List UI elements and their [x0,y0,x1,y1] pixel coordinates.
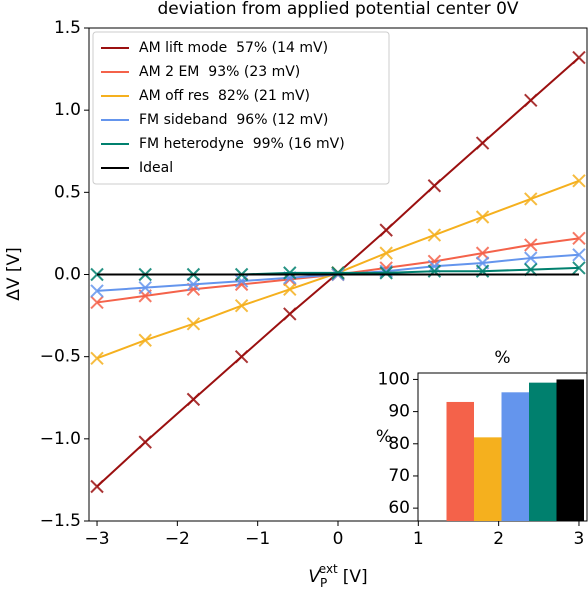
bar [446,401,474,521]
y-axis-label: ΔV [V] [4,247,24,301]
marker [283,282,297,296]
chart-title: deviation from applied potential center … [157,0,518,19]
x-label-sup: ext [319,562,338,576]
x-axis-label: VPext [V] [308,562,367,590]
legend-label: Ideal [139,160,173,176]
legend-label: AM off res 82% (21 mV) [139,88,310,104]
marker [90,284,104,298]
marker [572,231,586,246]
y-tick-label: 100 [378,369,410,389]
y-tick-label: 0.5 [54,182,81,202]
marker [524,251,538,265]
y-tick-label: −1.5 [40,511,81,531]
marker [475,246,490,260]
marker [427,179,442,193]
marker [90,295,104,310]
x-tick-label: −3 [85,529,110,549]
legend-box [92,31,390,185]
marker [524,192,538,206]
bar [556,379,584,521]
marker [331,266,345,280]
x-tick-label: −1 [245,529,270,549]
bar [474,437,502,521]
inset-title: % [494,348,510,368]
marker [475,210,490,224]
legend-label: FM sideband 96% (12 mV) [139,112,328,128]
legend-label: AM lift mode 57% (14 mV) [139,40,328,56]
marker [234,299,249,313]
marker [138,280,152,295]
y-tick-label: 80 [388,434,410,454]
y-tick-label: 60 [388,498,410,518]
y-tick-label: 0.0 [54,265,81,285]
marker [186,277,201,292]
y-tick-label: 1.5 [54,18,81,38]
marker [379,223,393,237]
x-tick-label: 1 [413,529,424,549]
marker [138,435,152,449]
marker [90,351,104,366]
marker [186,392,201,407]
marker [283,266,297,280]
x-tick-label: 0 [333,529,344,549]
marker [379,266,393,280]
marker [234,349,249,364]
x-label-symbol: V [308,567,321,587]
bar [501,392,529,521]
marker [572,50,586,65]
legend-label: FM heterodyne 99% (16 mV) [139,136,345,152]
y-tick-label: −1.0 [40,429,81,449]
y-tick-label: 90 [388,402,410,422]
x-tick-label: −2 [165,529,190,549]
y-tick-label: 70 [388,466,410,486]
marker [572,174,586,188]
x-tick-label: 2 [493,529,504,549]
bar [529,382,557,521]
x-tick-label: 3 [574,529,585,549]
marker [379,246,393,260]
marker [524,93,538,108]
marker [186,317,201,331]
marker [138,333,152,347]
x-label-sub: P [320,576,327,590]
marker [475,136,490,150]
x-label-unit: [V] [343,567,368,587]
y-tick-label: 1.0 [54,100,81,120]
marker [427,228,442,242]
marker [572,261,586,275]
legend-label: AM 2 EM 93% (23 mV) [139,64,300,80]
marker [283,307,297,321]
marker [572,248,586,262]
plot-area [90,50,586,494]
marker [90,479,104,494]
y-tick-label: −0.5 [40,347,81,367]
marker [90,267,104,282]
marker [234,274,249,288]
inset-y-label: % [376,427,392,447]
marker [524,238,538,252]
